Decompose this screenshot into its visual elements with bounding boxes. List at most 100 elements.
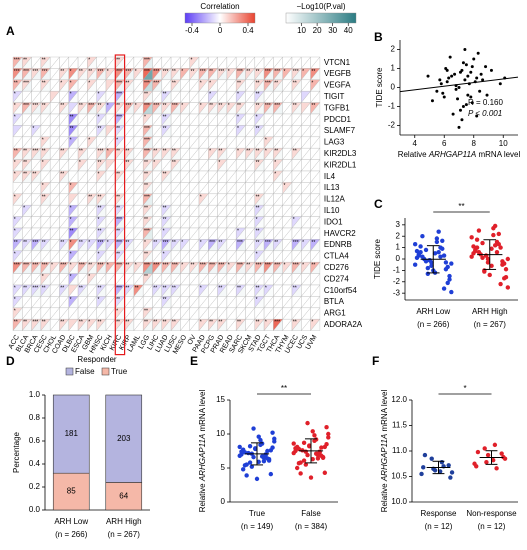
point (482, 268, 487, 273)
point (478, 89, 482, 93)
point (422, 452, 428, 458)
significance-stars: ** (311, 263, 315, 269)
point (489, 246, 494, 251)
significance-stars: ** (293, 80, 297, 86)
point (300, 448, 305, 453)
significance-stars: *** (237, 263, 243, 269)
significance-stars: * (88, 58, 90, 64)
y-tick-label: 1 (396, 243, 401, 252)
significance-stars: *** (265, 69, 271, 75)
column-label: OV (187, 334, 198, 347)
significance-stars: * (88, 274, 90, 280)
row-label: CD274 (324, 274, 349, 283)
significance-stars: * (284, 183, 286, 189)
point (324, 425, 329, 430)
point (425, 265, 431, 271)
significance-stars: * (153, 160, 155, 166)
significance-stars: ** (274, 149, 278, 155)
point (471, 244, 476, 249)
point (440, 238, 445, 243)
row-label: VEGFA (324, 81, 351, 90)
significance-stars: *** (293, 263, 299, 269)
significance-stars: ** (144, 183, 148, 189)
significance-stars: ** (144, 308, 148, 314)
significance-stars: *** (32, 286, 38, 292)
significance-stars: *** (79, 263, 85, 269)
bar-segment (105, 482, 143, 511)
point (310, 456, 315, 462)
significance-stars: ** (98, 286, 102, 292)
row-label: IDO1 (324, 217, 343, 226)
significance-label: ** (281, 384, 287, 393)
point (451, 112, 455, 116)
significance-stars: *** (125, 69, 131, 75)
y-tick-label: -1 (393, 265, 401, 274)
significance-stars: *** (144, 126, 150, 132)
significance-stars: * (107, 263, 109, 269)
point (305, 452, 310, 458)
significance-stars: *** (98, 240, 104, 246)
point (261, 455, 267, 460)
significance-stars: ** (153, 240, 157, 246)
point (251, 454, 256, 460)
significance-stars: * (70, 274, 72, 280)
significance-stars: * (228, 263, 230, 269)
significance-stars: * (200, 286, 202, 292)
point (449, 261, 454, 266)
significance-stars: * (265, 137, 267, 143)
point (489, 68, 493, 72)
point (253, 446, 258, 452)
significance-stars: * (14, 229, 16, 235)
x-tick-label: False (301, 509, 321, 518)
x-tick-label: ARH Low (416, 307, 450, 316)
significance-stars: ** (42, 80, 46, 86)
significance-stars: ** (163, 115, 167, 121)
significance-stars: *** (153, 103, 159, 109)
significance-stars: ** (153, 320, 157, 326)
significance-stars: ** (42, 194, 46, 200)
y-tick-label: -2 (388, 121, 396, 130)
significance-stars: * (135, 103, 137, 109)
point (470, 101, 474, 105)
significance-stars: * (14, 92, 16, 98)
significance-stars: ** (218, 240, 222, 246)
significance-stars: ** (172, 149, 176, 155)
x-tick-label: ARH Low (54, 517, 88, 526)
significance-stars: *** (274, 103, 280, 109)
significance-stars: ** (116, 229, 120, 235)
x-tick-label: 6 (442, 139, 447, 148)
significance-stars: * (70, 206, 72, 212)
row-label: SLAMF7 (324, 126, 356, 135)
significance-stars: *** (163, 69, 169, 75)
significance-stars: ** (191, 69, 195, 75)
point (474, 245, 480, 250)
significance-stars: * (98, 251, 100, 257)
point (256, 459, 261, 465)
point (296, 446, 302, 452)
y-tick-label: 2 (396, 231, 401, 240)
n-label: (n = 384) (295, 522, 328, 531)
point (301, 458, 307, 463)
x-axis-label-part: Relative (398, 150, 429, 159)
significance-stars: * (42, 183, 44, 189)
significance-stars: *** (200, 263, 206, 269)
significance-stars: ** (293, 286, 297, 292)
significance-stars: ** (172, 240, 176, 246)
y-tick-label: 1 (391, 64, 396, 73)
row-label: C10orf54 (324, 286, 357, 295)
significance-stars: ** (42, 58, 46, 64)
x-tick-label: True (249, 509, 266, 518)
point (418, 244, 423, 249)
point (437, 469, 443, 474)
count-label: 64 (119, 491, 128, 500)
point (498, 82, 502, 86)
point (268, 471, 274, 477)
bar-segment (52, 394, 90, 474)
point (436, 229, 441, 234)
significance-stars: * (200, 194, 202, 200)
point (494, 249, 500, 255)
point (505, 285, 511, 290)
x-tick-label: 10 (499, 139, 508, 148)
significance-stars: * (70, 69, 72, 75)
significance-stars: ** (153, 286, 157, 292)
